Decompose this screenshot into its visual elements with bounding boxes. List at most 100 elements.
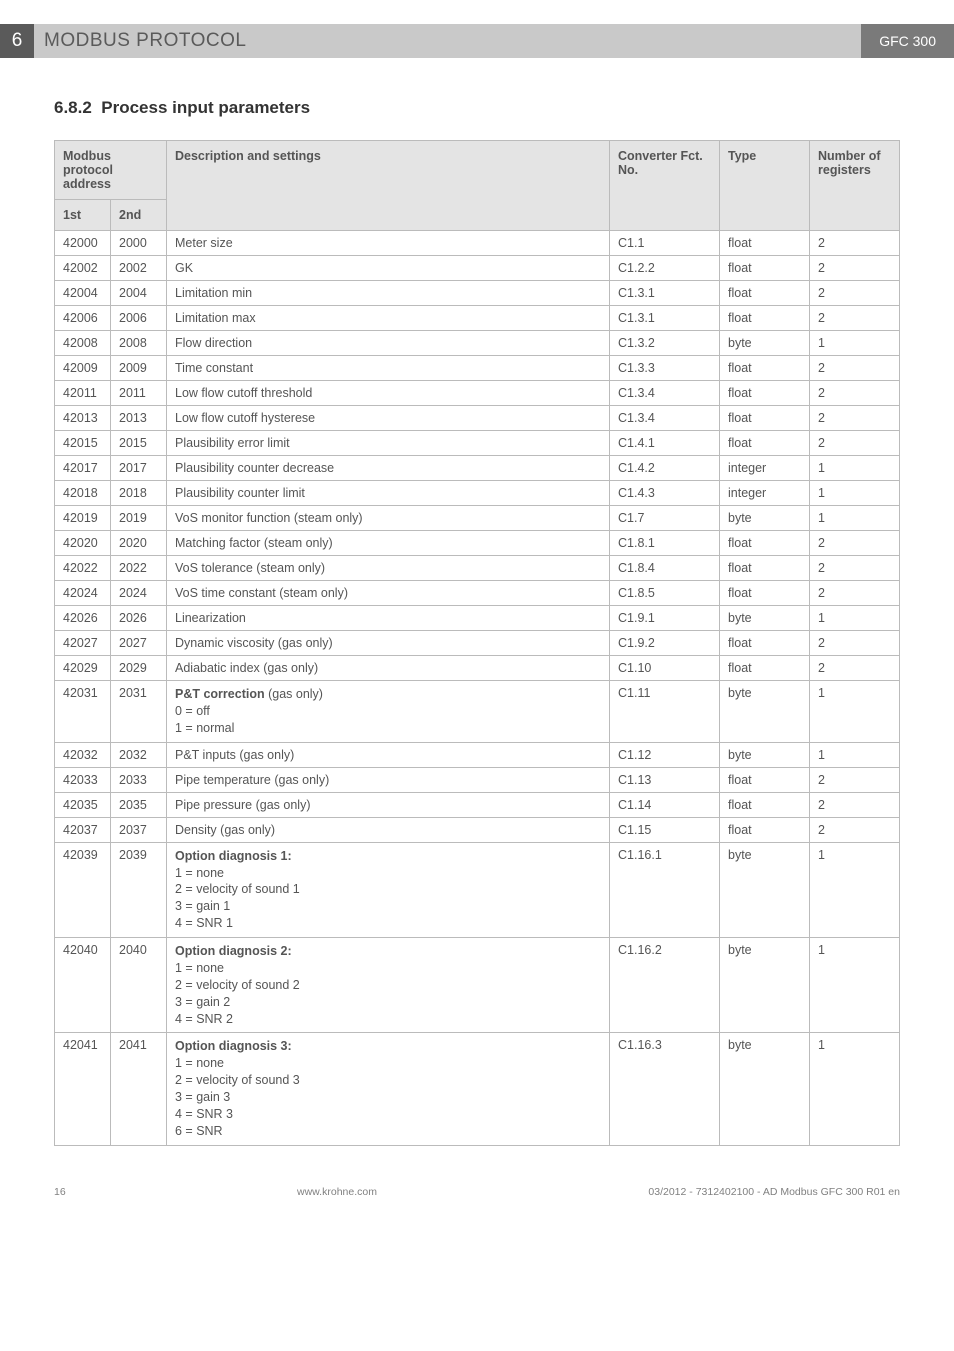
cell-addr-1st: 42027	[55, 631, 111, 656]
cell-converter: C1.3.4	[610, 406, 720, 431]
page-footer: 16 www.krohne.com 03/2012 - 7312402100 -…	[0, 1186, 954, 1198]
cell-addr-1st: 42015	[55, 431, 111, 456]
cell-description: Option diagnosis 1:1 = none2 = velocity …	[167, 842, 610, 937]
cell-description: Flow direction	[167, 331, 610, 356]
cell-registers: 1	[810, 1033, 900, 1145]
cell-converter: C1.4.2	[610, 456, 720, 481]
cell-registers: 1	[810, 842, 900, 937]
cell-converter: C1.3.1	[610, 306, 720, 331]
table-row: 420292029Adiabatic index (gas only)C1.10…	[55, 656, 900, 681]
table-row: 420392039Option diagnosis 1:1 = none2 = …	[55, 842, 900, 937]
cell-converter: C1.3.4	[610, 381, 720, 406]
cell-registers: 2	[810, 306, 900, 331]
cell-type: float	[720, 556, 810, 581]
chapter-number: 6	[0, 24, 34, 58]
section-title: Process input parameters	[101, 98, 310, 117]
cell-registers: 2	[810, 431, 900, 456]
cell-converter: C1.8.1	[610, 531, 720, 556]
cell-converter: C1.2.2	[610, 256, 720, 281]
cell-addr-1st: 42024	[55, 581, 111, 606]
cell-addr-1st: 42039	[55, 842, 111, 937]
cell-description: Pipe pressure (gas only)	[167, 792, 610, 817]
cell-description: Limitation min	[167, 281, 610, 306]
cell-type: float	[720, 767, 810, 792]
cell-type: integer	[720, 456, 810, 481]
cell-converter: C1.8.5	[610, 581, 720, 606]
cell-description: Limitation max	[167, 306, 610, 331]
cell-registers: 2	[810, 531, 900, 556]
cell-addr-1st: 42011	[55, 381, 111, 406]
cell-type: float	[720, 581, 810, 606]
cell-registers: 2	[810, 631, 900, 656]
cell-description: Option diagnosis 2:1 = none2 = velocity …	[167, 938, 610, 1033]
cell-converter: C1.12	[610, 742, 720, 767]
cell-description: Low flow cutoff hysterese	[167, 406, 610, 431]
cell-description: GK	[167, 256, 610, 281]
cell-type: float	[720, 406, 810, 431]
cell-addr-1st: 42041	[55, 1033, 111, 1145]
cell-addr-1st: 42006	[55, 306, 111, 331]
cell-addr-2nd: 2000	[111, 231, 167, 256]
cell-description: Linearization	[167, 606, 610, 631]
cell-converter: C1.3.1	[610, 281, 720, 306]
cell-registers: 2	[810, 281, 900, 306]
cell-description: VoS monitor function (steam only)	[167, 506, 610, 531]
cell-addr-2nd: 2040	[111, 938, 167, 1033]
cell-type: byte	[720, 742, 810, 767]
cell-description: Matching factor (steam only)	[167, 531, 610, 556]
cell-converter: C1.16.1	[610, 842, 720, 937]
cell-addr-1st: 42029	[55, 656, 111, 681]
cell-description: Dynamic viscosity (gas only)	[167, 631, 610, 656]
cell-addr-1st: 42020	[55, 531, 111, 556]
col-header-address: Modbus protocol address	[55, 141, 167, 200]
table-row: 420262026LinearizationC1.9.1byte1	[55, 606, 900, 631]
cell-addr-2nd: 2041	[111, 1033, 167, 1145]
footer-url: www.krohne.com	[94, 1186, 580, 1198]
cell-registers: 2	[810, 556, 900, 581]
cell-addr-1st: 42013	[55, 406, 111, 431]
table-row: 420172017Plausibility counter decreaseC1…	[55, 456, 900, 481]
cell-registers: 2	[810, 581, 900, 606]
cell-addr-2nd: 2020	[111, 531, 167, 556]
cell-addr-1st: 42032	[55, 742, 111, 767]
col-header-1st: 1st	[55, 200, 111, 231]
table-row: 420112011Low flow cutoff thresholdC1.3.4…	[55, 381, 900, 406]
cell-addr-2nd: 2004	[111, 281, 167, 306]
table-row: 420372037Density (gas only)C1.15float2	[55, 817, 900, 842]
cell-type: float	[720, 356, 810, 381]
chapter-title: MODBUS PROTOCOL	[34, 24, 861, 58]
cell-addr-2nd: 2018	[111, 481, 167, 506]
table-row: 420022002GKC1.2.2float2	[55, 256, 900, 281]
col-header-type: Type	[720, 141, 810, 231]
cell-description: Adiabatic index (gas only)	[167, 656, 610, 681]
cell-description: P&T inputs (gas only)	[167, 742, 610, 767]
cell-description: Density (gas only)	[167, 817, 610, 842]
cell-addr-2nd: 2006	[111, 306, 167, 331]
cell-registers: 1	[810, 506, 900, 531]
cell-addr-2nd: 2029	[111, 656, 167, 681]
col-header-converter: Converter Fct. No.	[610, 141, 720, 231]
cell-type: float	[720, 431, 810, 456]
cell-registers: 2	[810, 381, 900, 406]
table-row: 420132013Low flow cutoff hystereseC1.3.4…	[55, 406, 900, 431]
cell-converter: C1.4.3	[610, 481, 720, 506]
cell-addr-2nd: 2002	[111, 256, 167, 281]
footer-docinfo: 03/2012 - 7312402100 - AD Modbus GFC 300…	[580, 1186, 900, 1198]
table-row: 420322032P&T inputs (gas only)C1.12byte1	[55, 742, 900, 767]
cell-converter: C1.9.2	[610, 631, 720, 656]
cell-addr-2nd: 2027	[111, 631, 167, 656]
cell-type: byte	[720, 681, 810, 743]
cell-description: Pipe temperature (gas only)	[167, 767, 610, 792]
cell-registers: 2	[810, 356, 900, 381]
cell-addr-2nd: 2026	[111, 606, 167, 631]
col-header-registers: Number of registers	[810, 141, 900, 231]
table-row: 420202020Matching factor (steam only)C1.…	[55, 531, 900, 556]
cell-description: Time constant	[167, 356, 610, 381]
cell-addr-1st: 42004	[55, 281, 111, 306]
cell-addr-1st: 42018	[55, 481, 111, 506]
cell-registers: 2	[810, 817, 900, 842]
table-row: 420402040Option diagnosis 2:1 = none2 = …	[55, 938, 900, 1033]
cell-addr-2nd: 2011	[111, 381, 167, 406]
table-row: 420082008Flow directionC1.3.2byte1	[55, 331, 900, 356]
cell-addr-1st: 42040	[55, 938, 111, 1033]
